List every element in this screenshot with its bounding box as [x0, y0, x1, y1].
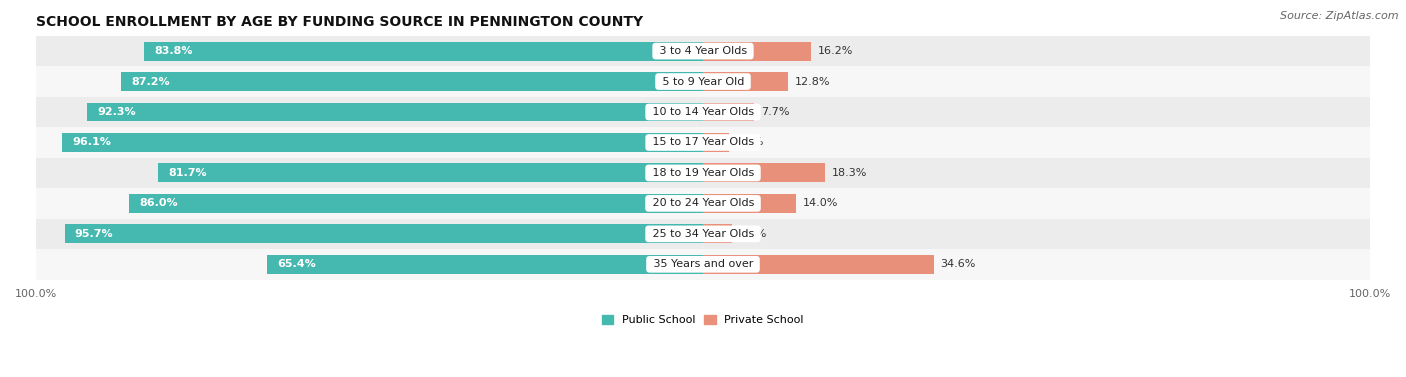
Bar	[37, 219, 1369, 249]
Bar	[37, 158, 1369, 188]
Bar	[703, 194, 796, 213]
Bar	[37, 36, 1369, 66]
Text: 35 Years and over: 35 Years and over	[650, 259, 756, 269]
Bar	[87, 103, 703, 121]
Text: 87.2%: 87.2%	[132, 77, 170, 87]
Text: 96.1%: 96.1%	[72, 138, 111, 147]
Text: 7.7%: 7.7%	[761, 107, 790, 117]
Text: 5 to 9 Year Old: 5 to 9 Year Old	[658, 77, 748, 87]
Bar	[703, 103, 755, 121]
Bar	[37, 127, 1369, 158]
Text: 10 to 14 Year Olds: 10 to 14 Year Olds	[648, 107, 758, 117]
Bar	[65, 224, 703, 243]
Bar	[703, 41, 811, 61]
Text: 20 to 24 Year Olds: 20 to 24 Year Olds	[648, 198, 758, 208]
Bar	[129, 194, 703, 213]
Legend: Public School, Private School: Public School, Private School	[598, 311, 808, 330]
Text: 65.4%: 65.4%	[277, 259, 315, 269]
Text: SCHOOL ENROLLMENT BY AGE BY FUNDING SOURCE IN PENNINGTON COUNTY: SCHOOL ENROLLMENT BY AGE BY FUNDING SOUR…	[37, 15, 644, 29]
Text: 18.3%: 18.3%	[832, 168, 868, 178]
Text: 86.0%: 86.0%	[139, 198, 179, 208]
Bar	[703, 255, 934, 274]
Bar	[37, 188, 1369, 219]
Bar	[703, 72, 789, 91]
Bar	[703, 224, 731, 243]
Bar	[145, 41, 703, 61]
Text: 25 to 34 Year Olds: 25 to 34 Year Olds	[648, 229, 758, 239]
Bar	[157, 164, 703, 182]
Text: 18 to 19 Year Olds: 18 to 19 Year Olds	[648, 168, 758, 178]
Bar	[703, 164, 825, 182]
Text: 16.2%: 16.2%	[818, 46, 853, 56]
Bar	[37, 249, 1369, 280]
Text: 14.0%: 14.0%	[803, 198, 838, 208]
Bar	[37, 66, 1369, 97]
Text: 34.6%: 34.6%	[941, 259, 976, 269]
Text: 12.8%: 12.8%	[794, 77, 831, 87]
Text: 95.7%: 95.7%	[75, 229, 114, 239]
Text: 83.8%: 83.8%	[155, 46, 193, 56]
Text: 3 to 4 Year Olds: 3 to 4 Year Olds	[655, 46, 751, 56]
Bar	[62, 133, 703, 152]
Text: 15 to 17 Year Olds: 15 to 17 Year Olds	[648, 138, 758, 147]
Text: 4.3%: 4.3%	[738, 229, 766, 239]
Bar	[121, 72, 703, 91]
Bar	[703, 133, 728, 152]
Text: 81.7%: 81.7%	[169, 168, 207, 178]
Bar	[267, 255, 703, 274]
Text: 3.9%: 3.9%	[735, 138, 763, 147]
Text: 92.3%: 92.3%	[97, 107, 136, 117]
Bar	[37, 97, 1369, 127]
Text: Source: ZipAtlas.com: Source: ZipAtlas.com	[1281, 11, 1399, 21]
